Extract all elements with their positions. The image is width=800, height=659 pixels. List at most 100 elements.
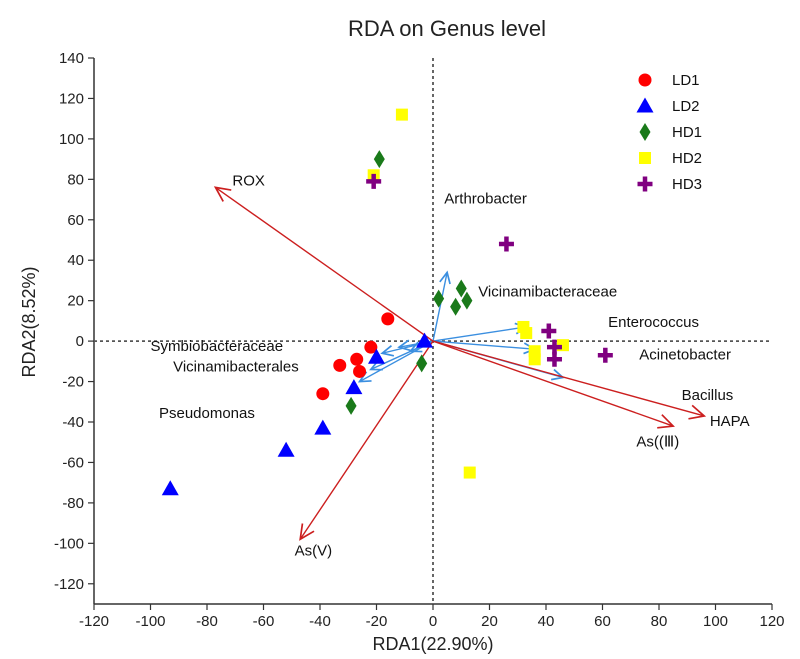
y-axis-label: RDA2(8.52%) [19,266,39,377]
point-hd2 [520,327,533,340]
x-tick-label: -40 [309,613,331,630]
point-hd1 [455,279,467,298]
y-tick-label: -20 [62,374,84,391]
y-tick-label: 0 [76,333,84,350]
annotation-label: Vicinamibacterales [173,358,299,375]
annotation-label: Bacillus [682,387,734,404]
species-arrow-shaft [432,272,448,342]
y-tick-label: -80 [62,495,84,512]
point-ld1 [350,352,364,366]
x-tick-label: -20 [366,613,388,630]
y-tick-label: -40 [62,414,84,431]
point-hd1 [373,150,385,169]
x-tick-label: -120 [79,613,109,630]
y-tick-label: -120 [54,576,84,593]
x-tick-label: 40 [538,613,555,630]
y-tick-label: 140 [59,50,84,67]
species-arrow [432,340,537,355]
annotation-label: Vicinamibacteraceae [478,284,617,301]
point-hd1 [433,289,445,308]
y-tick-label: -100 [54,535,84,552]
point-hd1 [416,354,428,373]
x-tick-label: -100 [135,613,165,630]
point-hd1 [450,297,462,316]
x-tick-label: 0 [429,613,437,630]
environment-arrow [299,340,434,541]
legend-label-hd3: HD3 [672,176,702,193]
environment-arrow-shaft [299,340,434,540]
environment-arrow-shaft [432,340,705,417]
x-tick-label: 20 [481,613,498,630]
legend: LD1 LD2 HD1 HD2 HD3 [636,72,702,193]
environment-arrow-head [213,186,232,202]
y-tick-label: 120 [59,90,84,107]
x-tick-label: 60 [594,613,611,630]
point-ld1 [364,340,378,354]
annotation-label: ROX [232,172,265,189]
point-hd1 [461,291,473,310]
point-hd3 [498,236,514,252]
x-tick-label: -60 [253,613,275,630]
point-ld1 [316,387,330,401]
legend-label-ld1: LD1 [672,72,700,89]
x-tick-label: 100 [703,613,728,630]
point-hd2 [528,353,541,366]
chart-title: RDA on Genus level [348,16,546,41]
species-arrow [432,322,529,342]
point-ld2 [314,419,332,435]
environment-arrow [432,340,707,420]
annotation-label: Enterococcus [608,314,699,331]
point-hd2 [463,466,476,479]
point-hd1 [345,396,357,415]
point-hd3 [541,323,557,339]
point-hd3 [366,173,382,189]
environment-arrow-shaft [432,340,674,427]
y-tick-label: 100 [59,131,84,148]
annotation-label: As(V) [295,542,333,559]
x-tick-label: 80 [651,613,668,630]
point-ld2 [277,441,295,457]
annotation-label: As((Ⅲ) [636,433,679,450]
legend-marker-hd1 [639,123,651,141]
point-hd3 [546,351,562,367]
annotation-label: Pseudomonas [159,405,255,422]
point-ld2 [161,480,179,496]
point-ld1 [333,358,347,372]
environment-arrow-head [657,414,675,429]
annotation-label: Symbiobacteraceae [151,338,284,355]
x-axis-label: RDA1(22.90%) [372,634,493,654]
x-tick-label: 120 [759,613,784,630]
annotation-label: Acinetobacter [639,346,731,363]
y-tick-label: 60 [67,212,84,229]
y-tick-label: 40 [67,252,84,269]
plot-area: -120 -100 -80 -60 -40 -20 0 20 40 60 80 100 120 -120 -… [54,50,785,630]
point-hd3 [597,347,613,363]
legend-label-ld2: LD2 [672,98,700,115]
species-arrow-shaft [359,340,434,383]
annotation-label: Arthrobacter [444,191,527,208]
legend-marker-ld2 [636,97,654,113]
point-ld2 [416,332,434,348]
point-ld1 [353,364,367,378]
legend-marker-hd3 [637,176,653,192]
species-arrow-head [439,270,451,285]
species-arrow [432,270,451,342]
species-arrow-head [397,339,411,352]
environment-arrow-shaft [215,186,434,342]
species-arrow-head [380,345,395,357]
point-ld1 [381,312,395,326]
y-tick-label: 20 [67,293,84,310]
environment-arrow [213,186,434,342]
environment-arrow-head [688,404,707,420]
y-tick-label: 80 [67,171,84,188]
species-arrow-shaft [432,326,527,342]
environment-arrow-head [299,523,315,541]
legend-marker-hd2 [639,152,651,164]
x-tick-label: -80 [196,613,218,630]
point-ld2 [368,348,385,364]
species-arrow-shaft [432,340,535,350]
legend-marker-ld1 [638,73,652,87]
legend-label-hd1: HD1 [672,124,702,141]
annotation-label: HAPA [710,413,750,430]
